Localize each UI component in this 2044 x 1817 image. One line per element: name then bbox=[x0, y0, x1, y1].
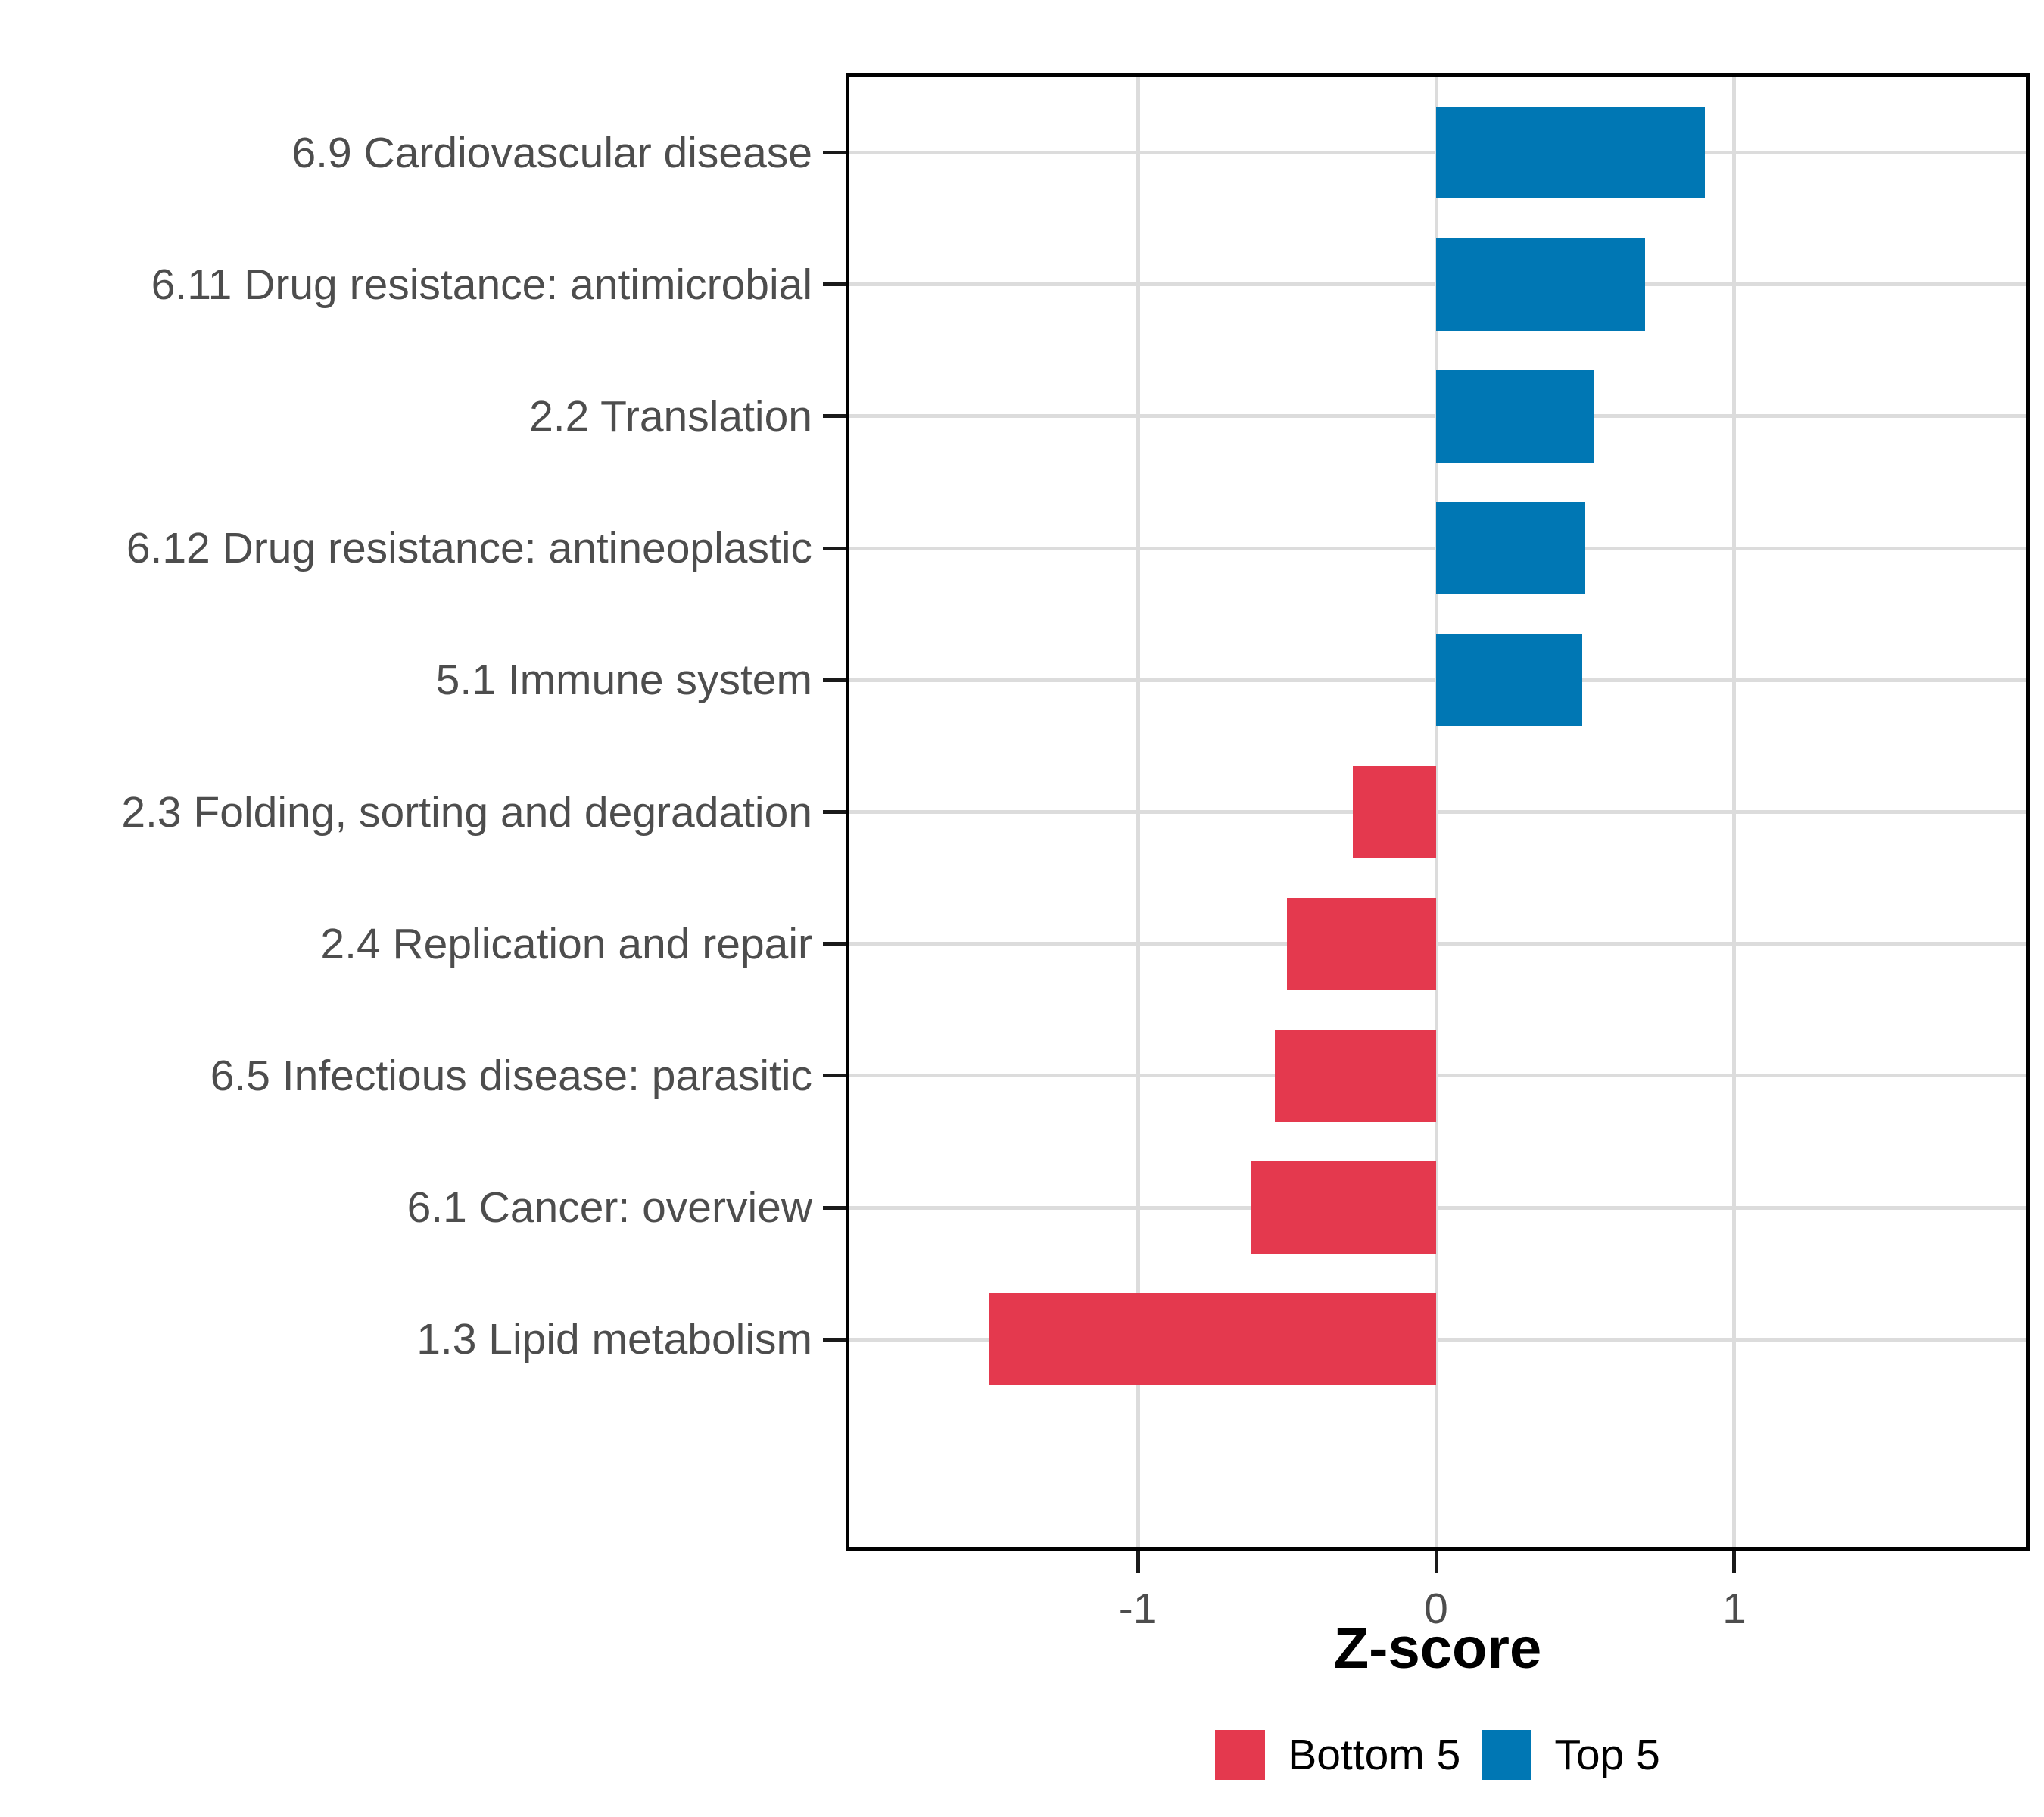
y-axis-label: 5.1 Immune system bbox=[435, 656, 812, 705]
y-axis-tick bbox=[823, 1074, 846, 1078]
y-axis-label: 6.5 Infectious disease: parasitic bbox=[210, 1051, 812, 1100]
bar-top5 bbox=[1436, 369, 1594, 463]
legend: Bottom 5 Top 5 bbox=[846, 1728, 2030, 1781]
x-axis-tick-label: 0 bbox=[1424, 1585, 1448, 1633]
y-axis-tick bbox=[823, 414, 846, 419]
bar-bottom5 bbox=[1251, 1161, 1437, 1254]
major-gridline-vertical bbox=[1732, 73, 1737, 1551]
legend-item: Bottom 5 bbox=[1215, 1728, 1460, 1781]
bar-bottom5 bbox=[1275, 1029, 1437, 1122]
y-axis-tick bbox=[823, 1337, 846, 1342]
y-axis-label: 6.1 Cancer: overview bbox=[407, 1183, 812, 1233]
bar-bottom5 bbox=[989, 1293, 1437, 1386]
y-axis-label: 2.2 Translation bbox=[529, 391, 812, 441]
bar-top5 bbox=[1436, 502, 1585, 595]
x-axis-tick bbox=[1732, 1551, 1737, 1573]
legend-item: Top 5 bbox=[1482, 1728, 1660, 1781]
bar-bottom5 bbox=[1352, 765, 1437, 859]
bar-top5 bbox=[1436, 106, 1705, 199]
y-axis-label: 2.3 Folding, sorting and degradation bbox=[121, 787, 812, 837]
legend-label: Bottom 5 bbox=[1288, 1731, 1461, 1779]
bar-bottom5 bbox=[1287, 897, 1437, 990]
y-axis-label: 6.9 Cardiovascular disease bbox=[291, 128, 812, 177]
x-axis-tick bbox=[1434, 1551, 1438, 1573]
y-axis-tick bbox=[823, 942, 846, 946]
plot-panel bbox=[846, 73, 2030, 1551]
y-axis-tick bbox=[823, 546, 846, 550]
x-axis-title: Z-score bbox=[1333, 1616, 1542, 1681]
legend-swatch-top5 bbox=[1482, 1730, 1532, 1780]
major-gridline-vertical bbox=[1136, 73, 1140, 1551]
bar-top5 bbox=[1436, 634, 1583, 727]
y-axis-label: 1.3 Lipid metabolism bbox=[416, 1315, 812, 1364]
y-axis-label: 6.11 Drug resistance: antimicrobial bbox=[151, 260, 812, 309]
x-axis-tick bbox=[1136, 1551, 1140, 1573]
legend-swatch-bottom5 bbox=[1215, 1730, 1266, 1780]
y-axis-tick bbox=[823, 151, 846, 155]
legend-label: Top 5 bbox=[1554, 1731, 1660, 1779]
major-gridline-vertical bbox=[1434, 73, 1438, 1551]
x-axis-tick-label: -1 bbox=[1118, 1585, 1158, 1633]
y-axis-tick bbox=[823, 678, 846, 682]
y-axis-tick bbox=[823, 1205, 846, 1210]
y-axis-tick bbox=[823, 810, 846, 814]
y-axis-tick bbox=[823, 282, 846, 287]
y-axis-label: 6.12 Drug resistance: antineoplastic bbox=[126, 524, 812, 573]
bar-top5 bbox=[1436, 238, 1645, 331]
x-axis-tick-label: 1 bbox=[1722, 1585, 1746, 1633]
y-axis-label: 2.4 Replication and repair bbox=[320, 919, 812, 968]
